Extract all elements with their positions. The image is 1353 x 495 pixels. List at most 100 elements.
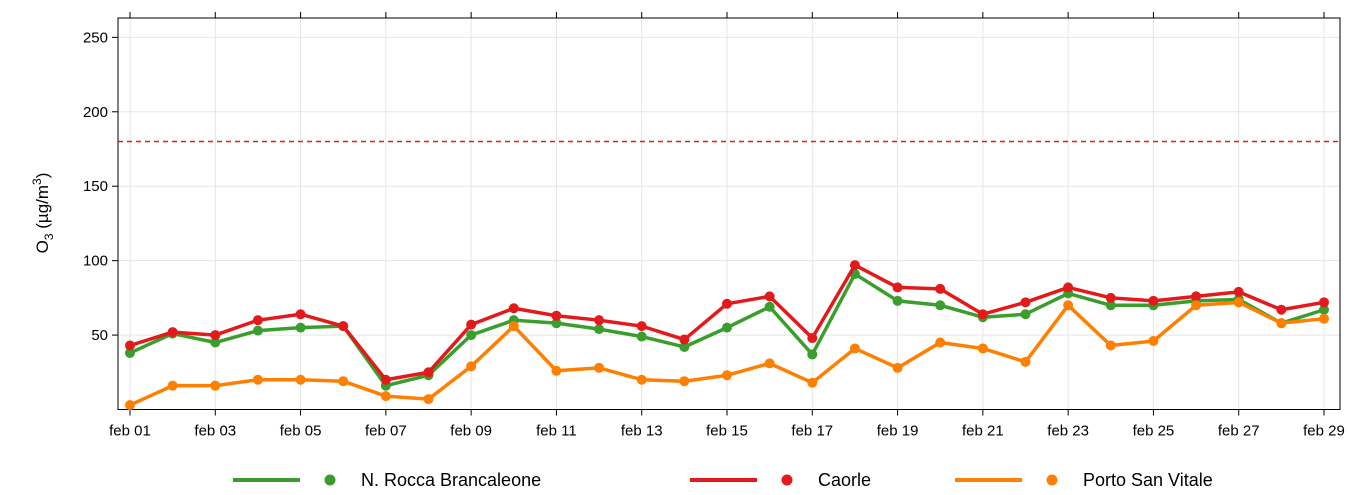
x-tick-label: feb 03 (194, 423, 236, 440)
y-tick-label: 250 (83, 29, 108, 46)
data-point (1319, 313, 1329, 324)
data-point (1105, 292, 1116, 303)
data-point (849, 343, 860, 354)
data-point (764, 358, 775, 369)
x-tick-label: feb 19 (877, 423, 919, 440)
data-point (807, 377, 818, 388)
data-point (764, 301, 775, 312)
x-tick-label: feb 09 (450, 423, 492, 440)
data-point (295, 374, 306, 385)
data-point (1233, 286, 1244, 297)
data-point (977, 309, 988, 320)
data-point (594, 362, 605, 373)
x-tick-label: feb 01 (109, 423, 151, 440)
data-point (466, 361, 477, 372)
data-point (125, 400, 135, 411)
data-point (679, 376, 690, 387)
data-point (210, 380, 221, 391)
data-point (807, 333, 818, 344)
x-tick-label: feb 23 (1047, 423, 1089, 440)
data-point (1319, 304, 1329, 315)
data-point (466, 319, 477, 330)
data-point (636, 331, 647, 342)
x-tick-label: feb 27 (1218, 423, 1260, 440)
data-point (1105, 300, 1116, 311)
data-point (636, 321, 647, 332)
data-point (210, 330, 221, 341)
data-point (380, 391, 391, 402)
y-label-sub: 3 (42, 233, 56, 240)
data-point (1020, 297, 1031, 308)
data-point (1276, 304, 1287, 315)
data-point (295, 309, 306, 320)
x-tick-label: feb 11 (536, 423, 577, 440)
data-point (679, 334, 690, 345)
data-point (1105, 340, 1116, 351)
x-tick-label: feb 05 (280, 423, 322, 440)
data-point (935, 283, 946, 294)
legend-label: Porto San Vitale (1083, 470, 1213, 490)
data-point (1148, 295, 1159, 306)
data-point (167, 327, 178, 338)
legend-dot (324, 474, 336, 486)
x-tick-label: feb 25 (1133, 423, 1175, 440)
data-point (210, 337, 221, 348)
data-point (252, 374, 263, 385)
x-tick-label: feb 13 (621, 423, 663, 440)
data-point (849, 260, 860, 271)
data-point (1191, 291, 1202, 302)
data-point (252, 325, 263, 336)
data-point (466, 330, 477, 341)
legend-label: N. Rocca Brancaleone (361, 470, 541, 490)
data-point (551, 318, 562, 329)
y-tick-label: 200 (83, 104, 108, 121)
legend-label: Caorle (818, 470, 871, 490)
data-point (764, 291, 775, 302)
y-tick-label: 150 (83, 178, 108, 195)
data-point (338, 376, 349, 387)
data-point (125, 340, 135, 351)
data-point (807, 349, 818, 360)
data-point (252, 315, 263, 326)
data-point (551, 365, 562, 376)
data-point (508, 303, 519, 314)
x-tick-label: feb 17 (791, 423, 833, 440)
data-point (1063, 300, 1074, 311)
data-point (423, 394, 434, 405)
data-point (338, 321, 349, 332)
data-point (423, 367, 434, 378)
data-point (1020, 356, 1031, 367)
data-point (892, 362, 903, 373)
data-point (1020, 309, 1031, 320)
x-tick-label: feb 21 (962, 423, 1004, 440)
data-point (1233, 297, 1244, 308)
y-axis-label: O3 (µg/m3) (30, 173, 56, 254)
data-point (594, 324, 605, 335)
y-label-part: O (33, 240, 52, 253)
data-point (636, 374, 647, 385)
data-point (892, 282, 903, 293)
y-tick-label: 50 (91, 327, 108, 344)
y-label-part: ) (33, 173, 52, 179)
data-point (1063, 282, 1074, 293)
data-point (167, 380, 178, 391)
y-label-part: (µg/m (33, 185, 52, 234)
data-point (935, 300, 946, 311)
data-point (551, 310, 562, 321)
data-point (508, 321, 519, 332)
data-point (722, 370, 732, 381)
data-point (1276, 318, 1287, 329)
data-point (892, 295, 903, 306)
x-tick-label: feb 29 (1303, 423, 1345, 440)
legend-dot (1046, 474, 1058, 486)
data-point (722, 298, 732, 309)
data-point (594, 315, 605, 326)
x-tick-label: feb 07 (365, 423, 407, 440)
data-point (935, 337, 946, 348)
data-point (1191, 300, 1202, 311)
legend-dot (781, 474, 793, 486)
data-point (125, 347, 135, 358)
data-point (295, 322, 306, 333)
data-point (1319, 297, 1329, 308)
